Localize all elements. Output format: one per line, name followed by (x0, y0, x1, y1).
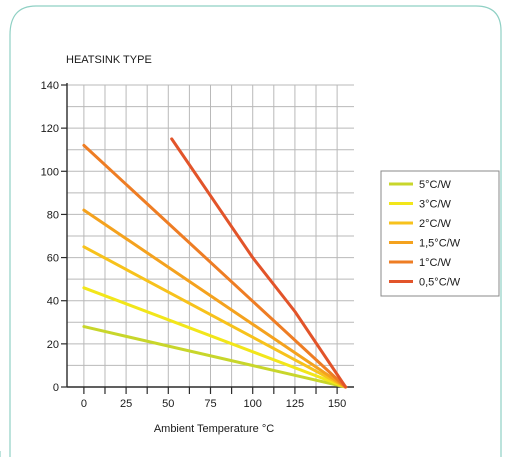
x-tick-label: 100 (244, 398, 262, 410)
x-tick-label: 50 (162, 398, 174, 410)
y-tick-label: 40 (47, 296, 59, 308)
x-axis-label: Ambient Temperature °C (154, 423, 274, 435)
grid-lines (67, 84, 354, 387)
x-tick-label: 0 (81, 398, 87, 410)
card-frame (0, 5, 502, 457)
series-line (170, 137, 348, 389)
legend-label: 5°C/W (419, 179, 452, 191)
y-tick-label: 20 (47, 339, 59, 351)
y-tick-labels: 0 20 40 60 80 100 120 140 (41, 80, 59, 394)
y-tick-label: 80 (47, 209, 59, 221)
legend: 5°C/W 3°C/W 2°C/W 1,5°C/W 1°C/W 0,5°C/W (380, 170, 500, 297)
series-line (82, 143, 348, 389)
legend-label: 0,5°C/W (419, 277, 461, 289)
series-lines (82, 137, 348, 389)
x-tick-label: 150 (328, 398, 346, 410)
series-line (82, 286, 348, 389)
series-line (82, 208, 348, 389)
x-tick-label: 75 (204, 398, 216, 410)
legend-label: 3°C/W (419, 199, 452, 211)
axes (61, 83, 354, 394)
y-tick-label: 140 (41, 80, 59, 92)
y-tick-label: 0 (53, 382, 59, 394)
y-tick-label: 120 (41, 123, 59, 135)
chart-title: HEATSINK TYPE (66, 54, 152, 66)
legend-label: 1°C/W (419, 257, 452, 269)
legend-label: 1,5°C/W (419, 238, 461, 250)
legend-label: 2°C/W (419, 218, 452, 230)
x-tick-labels: 0 25 50 75 100 125 150 (81, 398, 346, 410)
legend-box (380, 170, 500, 297)
y-tick-label: 60 (47, 253, 59, 265)
series-line (82, 245, 348, 389)
x-tick-label: 25 (120, 398, 132, 410)
y-tick-label: 100 (41, 166, 59, 178)
series-line (82, 325, 348, 389)
x-tick-label: 125 (286, 398, 304, 410)
